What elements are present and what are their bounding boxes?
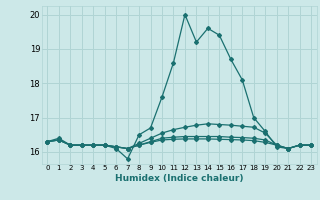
X-axis label: Humidex (Indice chaleur): Humidex (Indice chaleur) <box>115 174 244 183</box>
